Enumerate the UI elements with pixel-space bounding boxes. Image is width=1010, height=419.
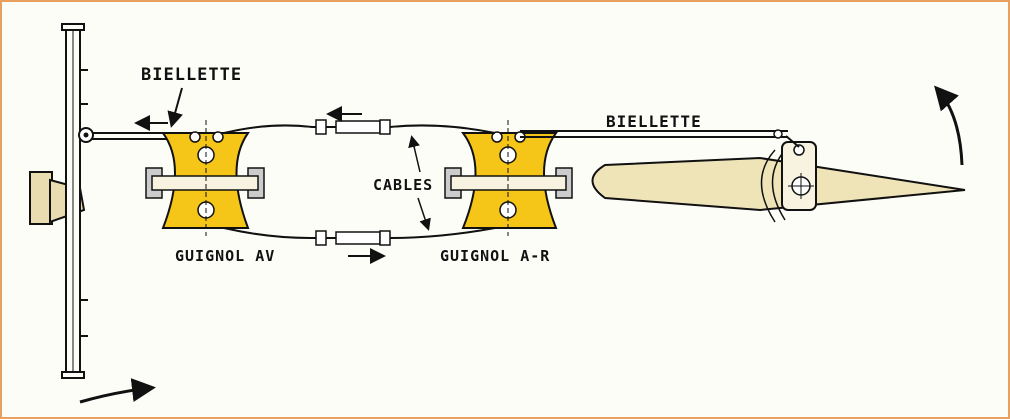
surface-rotation-arrow [934,85,964,166]
label-biellette-rear: BIELLETTE [606,112,702,131]
front-biellette-rod [92,87,196,140]
rear-biellette-rod [520,129,788,139]
label-guignol-front: GUIGNOL AV [175,247,275,265]
stick-motion-arrow [79,378,156,404]
control-surface [591,135,966,223]
label-guignol-rear: GUIGNOL A-R [440,247,550,265]
cables-pointers [408,135,431,231]
rear-guignol [444,120,573,236]
lower-cable [223,227,496,264]
control-stick [61,23,94,379]
label-cables: CABLES [373,176,433,194]
upper-cable [223,106,496,135]
front-guignol [145,120,265,236]
label-biellette-front: BIELLETTE [141,65,242,85]
